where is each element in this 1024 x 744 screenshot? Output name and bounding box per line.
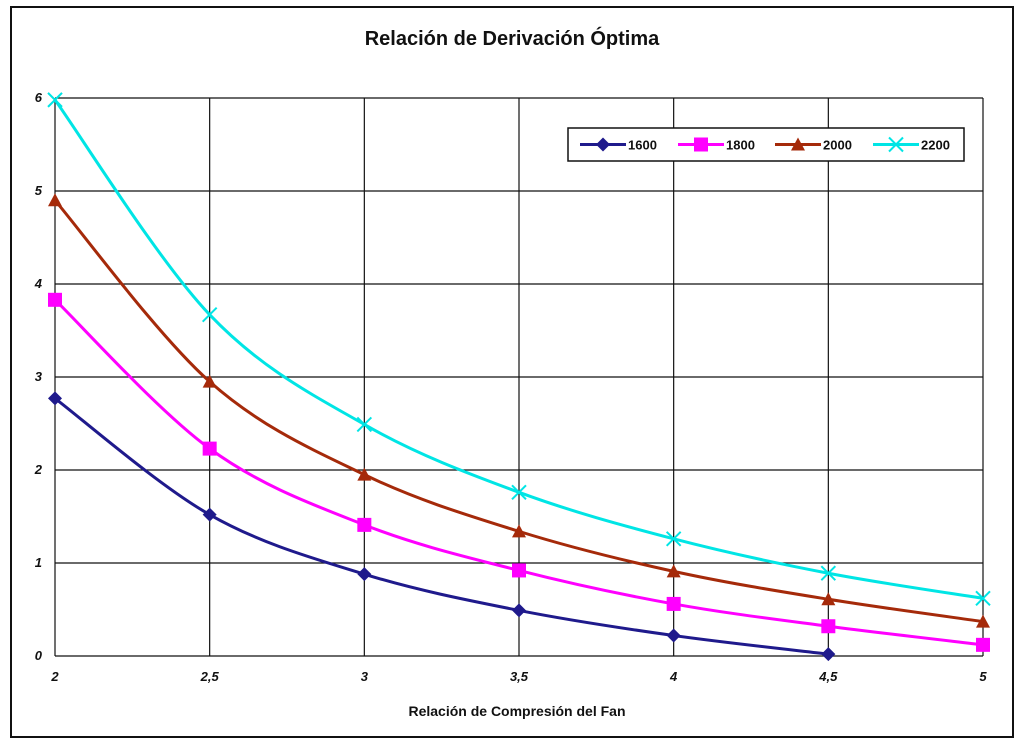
- y-tick-label: 5: [35, 183, 43, 198]
- legend-swatch-marker: [791, 137, 805, 151]
- x-tick-label: 4: [669, 669, 678, 684]
- y-tick-label: 3: [35, 369, 43, 384]
- data-point-2200-stroke: [511, 484, 527, 501]
- x-tick-label: 2,5: [200, 669, 220, 684]
- data-point-1800: [666, 596, 681, 611]
- x-tick-label: 5: [979, 669, 987, 684]
- legend-item-2200: 2200: [873, 136, 950, 153]
- x-tick-label: 4,5: [818, 669, 838, 684]
- x-tick-label: 2: [50, 669, 59, 684]
- data-point-1600: [666, 628, 681, 643]
- data-point-2200: [201, 306, 218, 323]
- legend-label: 1800: [726, 138, 755, 153]
- data-point-1600: [357, 567, 372, 582]
- y-tick-label: 2: [34, 462, 43, 477]
- x-axis-label: Relación de Compresión del Fan: [408, 703, 625, 719]
- data-point-2000: [357, 467, 372, 481]
- data-point-1800: [821, 619, 836, 634]
- series-markers: [47, 92, 991, 662]
- data-point-2000: [512, 524, 526, 538]
- legend-label: 2000: [823, 138, 852, 153]
- data-point-2200-stroke: [201, 306, 218, 323]
- y-tick-label: 6: [35, 90, 43, 105]
- data-point-2200: [665, 531, 682, 547]
- legend-item-1800: 1800: [678, 137, 755, 153]
- legend-label: 2200: [921, 138, 950, 153]
- data-point-2200: [820, 565, 837, 581]
- data-point-1600: [512, 603, 526, 618]
- data-point-2200-stroke: [820, 565, 837, 581]
- data-point-1800: [48, 292, 62, 307]
- data-point-2200: [47, 92, 63, 108]
- y-tick-label: 1: [35, 555, 42, 570]
- data-point-2000: [821, 592, 836, 606]
- data-point-2000: [666, 564, 681, 578]
- x-axis-ticks: 2 2,5 3 3,5 4 4,5 5: [50, 669, 987, 684]
- y-axis-ticks: 0 1 2 3 4 5 6: [34, 90, 43, 663]
- data-point-1800: [357, 517, 372, 532]
- legend: 1600 1800 2000 2200: [567, 127, 965, 162]
- x-tick-label: 3: [361, 669, 369, 684]
- chart-title: Relación de Derivación Óptima: [364, 28, 660, 50]
- grid: [54, 97, 984, 657]
- data-point-1800: [976, 637, 990, 652]
- data-point-2200-stroke: [665, 531, 682, 547]
- legend-item-1600: 1600: [580, 137, 657, 153]
- data-point-2000: [202, 374, 217, 388]
- legend-swatch-marker-stroke: [888, 136, 904, 153]
- data-point-2200-stroke: [47, 92, 63, 108]
- data-point-2200-stroke: [356, 416, 373, 433]
- legend-swatch-marker: [694, 137, 708, 152]
- data-point-2000: [976, 614, 990, 628]
- y-tick-label: 4: [34, 276, 43, 291]
- data-point-1600: [48, 391, 62, 406]
- legend-label: 1600: [628, 138, 657, 153]
- data-point-1800: [512, 563, 526, 578]
- legend-swatch-marker: [596, 137, 610, 152]
- data-point-2000: [48, 193, 62, 207]
- data-point-2200-stroke: [975, 590, 991, 607]
- data-point-2200: [356, 416, 373, 433]
- y-tick-label: 0: [35, 648, 43, 663]
- data-point-2200: [975, 590, 991, 607]
- legend-item-2000: 2000: [775, 137, 852, 153]
- x-tick-label: 3,5: [510, 669, 529, 684]
- data-point-1600: [821, 647, 836, 662]
- data-point-1600: [202, 507, 217, 522]
- series-line-1600: [54, 397, 829, 656]
- data-point-2200: [511, 484, 527, 501]
- data-point-1800: [202, 441, 217, 456]
- legend-swatch-marker: [888, 136, 904, 153]
